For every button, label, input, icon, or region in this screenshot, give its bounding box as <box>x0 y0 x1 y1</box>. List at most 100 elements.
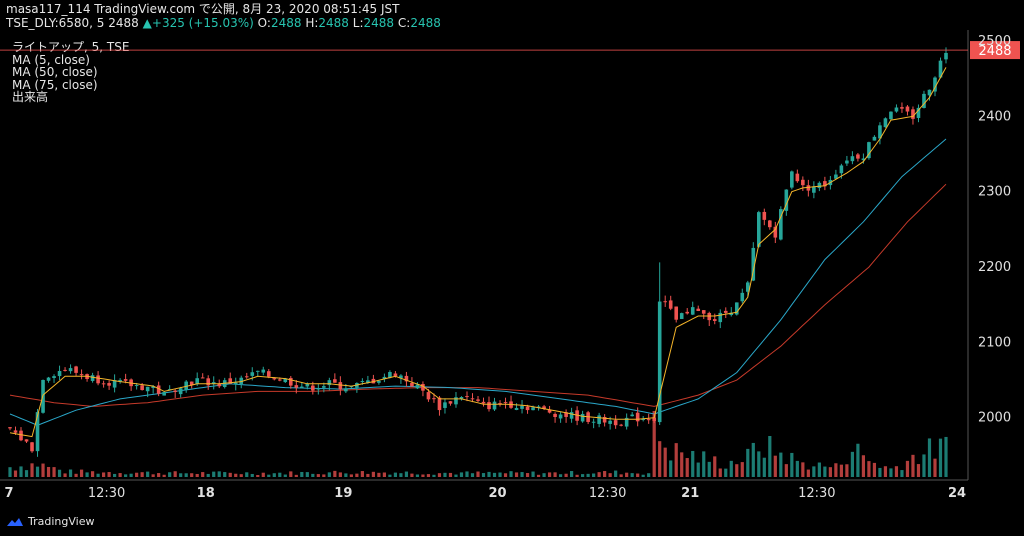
volume-bar <box>658 441 662 477</box>
candle-body <box>388 372 392 378</box>
high-label: H: <box>305 16 319 30</box>
tradingview-logo-icon <box>7 517 23 526</box>
candle-body <box>316 388 321 390</box>
tradingview-branding[interactable]: TradingView <box>6 515 94 528</box>
volume-bar <box>614 470 618 477</box>
legend-ma5[interactable]: MA (5, close) <box>12 52 90 67</box>
candle-body <box>448 401 453 404</box>
candle-body <box>46 377 51 381</box>
volume-bar <box>713 456 717 477</box>
candle-body <box>646 419 651 421</box>
candle-body <box>547 409 552 413</box>
time-tick-label: 19 <box>334 486 352 501</box>
volume-bar <box>57 469 62 477</box>
volume-bar <box>839 464 843 477</box>
candle-body <box>938 60 943 78</box>
candle-body <box>652 417 656 421</box>
time-tick-label: 24 <box>948 486 966 501</box>
volume-bar <box>68 469 73 477</box>
candle-body <box>195 378 199 385</box>
volume-bar <box>344 473 348 477</box>
volume-bar <box>801 462 805 477</box>
candle-body <box>107 383 111 386</box>
volume-bar <box>393 472 398 477</box>
volume-bar <box>261 472 265 477</box>
candle-body <box>779 209 783 240</box>
time-tick-label: 12:30 <box>798 486 835 501</box>
candle-body <box>239 377 244 384</box>
volume-bar <box>79 469 84 477</box>
volume-bar <box>773 455 777 477</box>
volume-bar <box>195 473 199 477</box>
volume-bar <box>74 473 78 477</box>
candle-body <box>718 312 723 323</box>
volume-bar <box>779 452 783 477</box>
volume-bar <box>784 464 788 477</box>
candle-body <box>189 381 194 385</box>
volume-bar <box>883 466 888 477</box>
volume-bar <box>790 452 794 477</box>
time-tick-label: 21 <box>681 486 699 501</box>
candle-body <box>289 377 293 386</box>
candle-body <box>255 370 260 372</box>
candle-body <box>679 313 684 319</box>
volume-bar <box>151 474 155 477</box>
candle-body <box>492 401 497 410</box>
legend-ma75[interactable]: MA (75, close) <box>12 77 98 92</box>
volume-bar <box>817 462 821 477</box>
candle-body <box>349 386 354 388</box>
candle-body <box>404 375 409 382</box>
volume-bar <box>674 443 678 477</box>
volume-bar <box>751 442 755 477</box>
price-tick-label: 2300 <box>978 185 1011 200</box>
candle-body <box>118 379 122 382</box>
candle-body <box>333 379 337 383</box>
legend-volume[interactable]: 出来高 <box>12 90 49 104</box>
volume-bar <box>410 473 414 477</box>
volume-bar <box>239 474 243 477</box>
volume-bar <box>426 474 431 477</box>
volume-bar <box>289 471 293 477</box>
volume-bar <box>542 473 546 477</box>
candle-body <box>283 378 288 383</box>
candle-body <box>465 396 469 398</box>
candle-body <box>790 171 794 188</box>
candle-body <box>900 107 904 109</box>
volume-bar <box>212 471 216 477</box>
candle-body <box>558 414 563 419</box>
candle-body <box>536 406 541 408</box>
legend-ma50[interactable]: MA (50, close) <box>12 65 98 79</box>
volume-bar <box>911 454 915 477</box>
volume-bar <box>459 472 464 477</box>
volume-bar <box>933 458 937 477</box>
candle-body <box>834 174 838 179</box>
candle-body <box>861 158 866 161</box>
volume-bar <box>129 473 133 477</box>
candle-body <box>366 380 370 383</box>
candle-body <box>244 376 249 378</box>
candle-body <box>360 381 365 383</box>
volume-bar <box>30 463 34 477</box>
candle-body <box>712 319 717 321</box>
volume-bar <box>327 472 331 477</box>
candle-body <box>751 247 756 281</box>
volume-bar <box>718 468 722 477</box>
volume-bar <box>757 451 761 477</box>
volume-bar <box>520 472 524 477</box>
volume-bar <box>316 474 320 477</box>
candle-body <box>459 397 464 399</box>
candle-body <box>927 89 932 96</box>
candle-body <box>856 154 860 159</box>
volume-bar <box>338 472 342 477</box>
candle-body <box>729 312 734 316</box>
volume-bar <box>823 466 827 477</box>
candle-body <box>564 412 568 417</box>
volume-bar <box>702 451 706 477</box>
candle-body <box>944 52 948 60</box>
volume-bar <box>487 471 491 477</box>
volume-bar <box>900 470 904 477</box>
volume-bar <box>828 467 832 477</box>
candle-body <box>872 136 877 141</box>
candle-body <box>668 300 673 309</box>
